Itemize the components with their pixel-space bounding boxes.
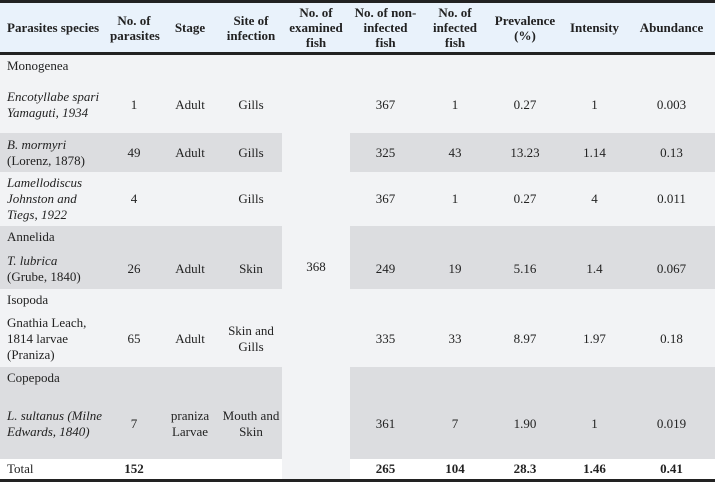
site-cell: Gills <box>220 77 282 133</box>
prevalence-cell: 8.97 <box>489 311 561 367</box>
species-cell: B. mormyri (Lorenz, 1878) <box>0 133 108 172</box>
parasites-cell: 4 <box>108 172 160 226</box>
parasites-cell: 65 <box>108 311 160 367</box>
prevalence-cell: 0.27 <box>489 172 561 226</box>
abundance-cell: 0.011 <box>628 172 715 226</box>
table-row: L. sultanus (Milne Edwards, 1840) 7 pran… <box>0 389 715 459</box>
parasites-cell: 7 <box>108 389 160 459</box>
species-cell: Gnathia Leach, 1814 larvae (Praniza) <box>0 311 108 367</box>
abundance-cell: 0.019 <box>628 389 715 459</box>
intensity-cell: 1.97 <box>561 311 628 367</box>
header-species: Parasites species <box>7 20 100 35</box>
infected-cell: 19 <box>421 248 489 289</box>
prevalence-cell: 5.16 <box>489 248 561 289</box>
infected-cell: 33 <box>421 311 489 367</box>
site-cell: Gills <box>220 172 282 226</box>
total-non-infected: 265 <box>350 459 421 481</box>
total-intensity: 1.46 <box>561 459 628 481</box>
infected-cell: 7 <box>421 389 489 459</box>
total-prevalence: 28.3 <box>489 459 561 481</box>
table-row: B. mormyri (Lorenz, 1878) 49 Adult Gills … <box>0 133 715 172</box>
group-label: Copepoda <box>0 367 108 389</box>
stage-cell: Adult <box>160 77 220 133</box>
stage-cell: Adult <box>160 248 220 289</box>
table-row: Gnathia Leach, 1814 larvae (Praniza) 65 … <box>0 311 715 367</box>
intensity-cell: 1.4 <box>561 248 628 289</box>
site-cell: Skin and Gills <box>220 311 282 367</box>
header-stage: Stage <box>174 20 206 35</box>
abundance-cell: 0.18 <box>628 311 715 367</box>
table-row: Encotyllabe spari Yamaguti, 1934 1 Adult… <box>0 77 715 133</box>
stage-cell: Adult <box>160 311 220 367</box>
non-infected-cell: 325 <box>350 133 421 172</box>
header-infected: No. of infected fish <box>432 5 478 50</box>
group-row: Annelida <box>0 226 715 248</box>
stage-cell: praniza Larvae <box>160 389 220 459</box>
non-infected-cell: 367 <box>350 77 421 133</box>
species-cell: L. sultanus (Milne Edwards, 1840) <box>0 389 108 459</box>
non-infected-cell: 361 <box>350 389 421 459</box>
group-row: Monogenea 368 <box>0 53 715 481</box>
intensity-cell: 1.14 <box>561 133 628 172</box>
abundance-cell: 0.13 <box>628 133 715 172</box>
parasites-cell: 1 <box>108 77 160 133</box>
header-row: Parasites species No. of parasites Stage… <box>0 1 715 54</box>
non-infected-cell: 335 <box>350 311 421 367</box>
intensity-cell: 1 <box>561 77 628 133</box>
total-infected: 104 <box>421 459 489 481</box>
abundance-cell: 0.067 <box>628 248 715 289</box>
prevalence-cell: 1.90 <box>489 389 561 459</box>
non-infected-cell: 367 <box>350 172 421 226</box>
species-cell: Lamellodiscus Johnston and Tiegs, 1922 <box>0 172 108 226</box>
intensity-cell: 1 <box>561 389 628 459</box>
total-parasites: 152 <box>108 459 160 481</box>
non-infected-cell: 249 <box>350 248 421 289</box>
species-author: (Lorenz, 1878) <box>7 152 85 168</box>
total-row: Total 152 265 104 28.3 1.46 0.41 <box>0 459 715 481</box>
group-label: Annelida <box>0 226 108 248</box>
site-cell: Gills <box>220 133 282 172</box>
examined-fish-cell: 368 <box>282 53 350 481</box>
header-parasites: No. of parasites <box>110 12 160 43</box>
table-row: T. lubrica (Grube, 1840) 26 Adult Skin 24… <box>0 248 715 289</box>
header-prevalence: Prevalence (%) <box>494 12 556 43</box>
species-author: (Grube, 1840) <box>7 268 81 284</box>
parasites-cell: 26 <box>108 248 160 289</box>
total-abundance: 0.41 <box>628 459 715 481</box>
header-site: Site of infection <box>226 12 276 43</box>
total-label: Total <box>0 459 108 481</box>
infected-cell: 43 <box>421 133 489 172</box>
header-non-infected: No. of non-infected fish <box>354 5 417 50</box>
abundance-cell: 0.003 <box>628 77 715 133</box>
species-name: T. lubrica <box>7 252 58 268</box>
stage-cell: Adult <box>160 133 220 172</box>
group-label: Isopoda <box>0 289 108 311</box>
species-cell: Encotyllabe spari Yamaguti, 1934 <box>0 77 108 133</box>
group-row: Isopoda <box>0 289 715 311</box>
table-row: Lamellodiscus Johnston and Tiegs, 1922 4… <box>0 172 715 226</box>
prevalence-cell: 13.23 <box>489 133 561 172</box>
intensity-cell: 4 <box>561 172 628 226</box>
group-row: Copepoda <box>0 367 715 389</box>
prevalence-cell: 0.27 <box>489 77 561 133</box>
parasites-cell: 49 <box>108 133 160 172</box>
species-cell: T. lubrica (Grube, 1840) <box>0 248 108 289</box>
header-intensity: Intensity <box>569 20 620 35</box>
species-name: B. mormyri <box>7 136 67 152</box>
site-cell: Skin <box>220 248 282 289</box>
stage-cell <box>160 172 220 226</box>
header-abundance: Abundance <box>639 20 704 35</box>
infected-cell: 1 <box>421 172 489 226</box>
header-examined: No. of examined fish <box>289 5 343 50</box>
group-label: Monogenea <box>0 53 108 77</box>
site-cell: Mouth and Skin <box>220 389 282 459</box>
infected-cell: 1 <box>421 77 489 133</box>
